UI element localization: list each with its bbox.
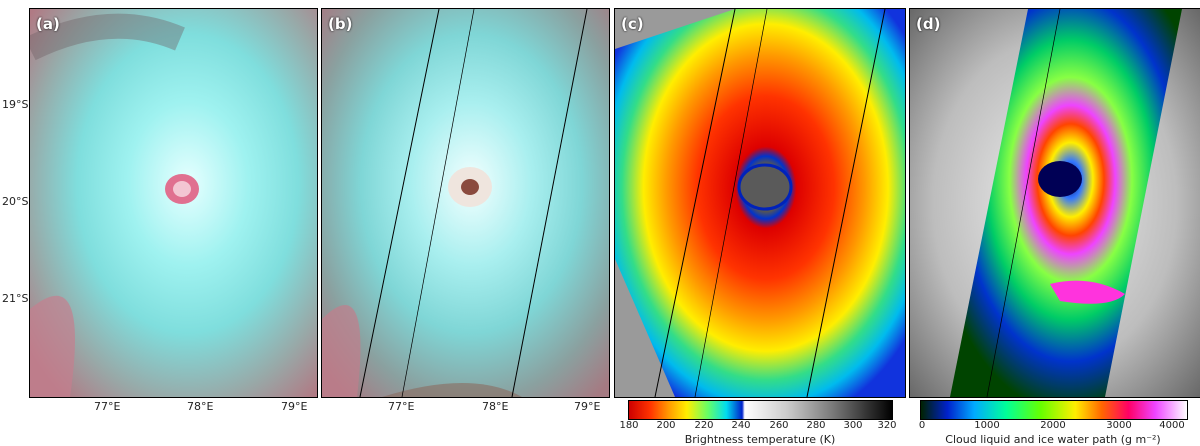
lon-tick-77e: 77°E bbox=[388, 400, 415, 413]
colorbar-tick: 2000 bbox=[1040, 420, 1066, 431]
lon-tick-78e: 78°E bbox=[187, 400, 214, 413]
colorbar-tick: 300 bbox=[843, 420, 863, 431]
lat-tick-21s: 21°S bbox=[2, 292, 29, 305]
panel-a: (a) bbox=[29, 8, 318, 398]
lon-tick-79e: 79°E bbox=[281, 400, 308, 413]
colorbar-tick: 0 bbox=[918, 420, 926, 431]
lon-tick-78e: 78°E bbox=[482, 400, 509, 413]
brightness-temperature-colorbar bbox=[628, 400, 893, 420]
panel-d-image bbox=[910, 9, 1200, 397]
panel-c-image bbox=[615, 9, 905, 397]
lon-tick-79e: 79°E bbox=[574, 400, 601, 413]
lat-tick-20s: 20°S bbox=[2, 195, 29, 208]
water-path-colorbar bbox=[920, 400, 1188, 420]
colorbar-tick: 240 bbox=[731, 420, 751, 431]
panel-label: (d) bbox=[916, 15, 941, 33]
colorbar-tick: 280 bbox=[806, 420, 826, 431]
colorbar-tick: 220 bbox=[694, 420, 714, 431]
colorbar-tick: 1000 bbox=[974, 420, 1000, 431]
colorbar-tick: 3000 bbox=[1106, 420, 1132, 431]
colorbar-tick: 260 bbox=[769, 420, 789, 431]
panel-label: (b) bbox=[328, 15, 353, 33]
panel-label: (a) bbox=[36, 15, 60, 33]
colorbar-title: Cloud liquid and ice water path (g m⁻²) bbox=[945, 433, 1161, 446]
colorbar-tick: 4000 bbox=[1159, 420, 1185, 431]
colorbar-tick: 180 bbox=[619, 420, 639, 431]
colorbar-tick: 200 bbox=[656, 420, 676, 431]
lat-tick-19s: 19°S bbox=[2, 98, 29, 111]
panel-c: (c) bbox=[614, 8, 906, 398]
colorbar-title: Brightness temperature (K) bbox=[684, 433, 836, 446]
panel-b: (b) bbox=[321, 8, 610, 398]
lon-tick-77e: 77°E bbox=[94, 400, 121, 413]
panel-a-image bbox=[30, 9, 317, 397]
colorbar-tick: 320 bbox=[877, 420, 897, 431]
panel-label: (c) bbox=[621, 15, 644, 33]
panel-d: (d) bbox=[909, 8, 1200, 398]
panel-b-image bbox=[322, 9, 609, 397]
